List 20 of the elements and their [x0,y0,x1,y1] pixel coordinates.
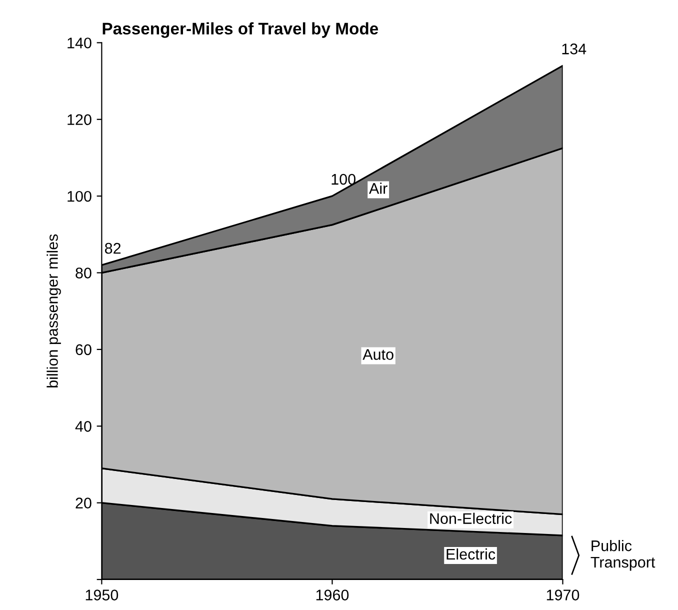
chart-title: Passenger-Miles of Travel by Mode [102,22,378,38]
x-tick-label: 1960 [316,590,349,600]
series-label: Electric [446,548,496,560]
series-label: Non-Electric [430,512,512,524]
x-tick-label: 1970 [546,590,580,600]
y-tick-label: 20 [76,498,92,508]
y-tick-label: 80 [76,268,92,278]
series-label: Air [369,182,388,194]
y-tick-label: 40 [75,420,92,432]
y-tick-label: 100 [68,190,92,202]
annotation: 100 [332,174,356,185]
series-label: Auto [362,349,394,360]
y-axis-title: billion passenger miles [46,234,61,388]
y-tick-label: 140 [68,38,92,48]
y-tick-label: 60 [76,344,92,356]
text: Public Transport [590,540,656,571]
x-tick-label: 1950 [86,590,118,600]
y-tick-label: 120 [68,114,92,126]
annotation: 82 [104,242,121,254]
annotation: 134 [562,44,586,54]
